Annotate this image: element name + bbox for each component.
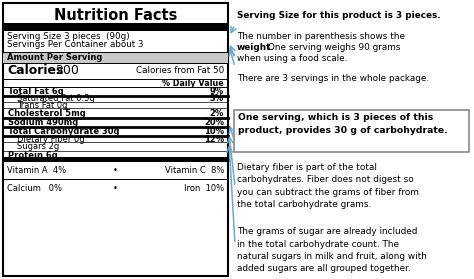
Text: Calories from Fat 50: Calories from Fat 50 <box>136 66 224 75</box>
Bar <box>3 3 228 276</box>
Text: Calcium   0%: Calcium 0% <box>7 184 62 193</box>
Text: •: • <box>113 184 118 193</box>
Text: Vitamin A  4%: Vitamin A 4% <box>7 166 66 175</box>
Text: % Daily Value: % Daily Value <box>162 79 224 88</box>
Bar <box>3 53 228 62</box>
Text: The number in parenthesis shows the: The number in parenthesis shows the <box>237 32 405 41</box>
Bar <box>3 157 228 162</box>
Text: 20%: 20% <box>204 118 224 127</box>
Text: Total Carbohydrate 30g: Total Carbohydrate 30g <box>8 127 119 136</box>
Text: 10%: 10% <box>204 127 224 136</box>
Bar <box>3 23 228 31</box>
Text: Dietary Fiber 0g: Dietary Fiber 0g <box>17 134 85 144</box>
Text: Nutrition Facts: Nutrition Facts <box>54 8 177 23</box>
Text: One serving weighs 90 grams: One serving weighs 90 grams <box>265 43 401 52</box>
Text: Sugars 2g: Sugars 2g <box>17 142 59 151</box>
Text: Serving Size 3 pieces  (90g): Serving Size 3 pieces (90g) <box>7 32 130 41</box>
Text: Vitamin C  8%: Vitamin C 8% <box>164 166 224 175</box>
Text: The grams of sugar are already included
in the total carbohydrate count. The
nat: The grams of sugar are already included … <box>237 227 427 273</box>
Text: 2%: 2% <box>210 109 224 117</box>
Bar <box>234 110 469 152</box>
Text: Amount Per Serving: Amount Per Serving <box>7 53 102 62</box>
Text: 3%: 3% <box>210 95 224 104</box>
Text: Sodium 490mg: Sodium 490mg <box>8 118 78 127</box>
Text: Serving Size for this product is 3 pieces.: Serving Size for this product is 3 piece… <box>237 11 441 20</box>
Text: weight.: weight. <box>237 43 275 52</box>
Text: Trans Fat 0g: Trans Fat 0g <box>17 101 67 110</box>
Text: when using a food scale.: when using a food scale. <box>237 54 347 63</box>
Text: 200: 200 <box>55 64 79 77</box>
Text: Dietary fiber is part of the total
carbohydrates. Fiber does not digest so
you c: Dietary fiber is part of the total carbo… <box>237 163 419 209</box>
Text: One serving, which is 3 pieces of this: One serving, which is 3 pieces of this <box>238 113 433 122</box>
Text: Calories: Calories <box>7 64 64 77</box>
Text: Cholesterol 5mg: Cholesterol 5mg <box>8 109 86 117</box>
Text: product, provides 30 g of carbohydrate.: product, provides 30 g of carbohydrate. <box>238 126 448 134</box>
Text: 12%: 12% <box>204 134 224 144</box>
Text: •: • <box>113 166 118 175</box>
Text: 9%: 9% <box>210 87 224 96</box>
Text: Iron  10%: Iron 10% <box>184 184 224 193</box>
Text: There are 3 servings in the whole package.: There are 3 servings in the whole packag… <box>237 74 429 83</box>
Text: Total Fat 6g: Total Fat 6g <box>8 87 64 96</box>
Text: Saturated Fat 0.5g: Saturated Fat 0.5g <box>17 95 95 104</box>
Text: Protein 6g: Protein 6g <box>8 151 58 160</box>
Text: Servings Per Container about 3: Servings Per Container about 3 <box>7 40 144 49</box>
